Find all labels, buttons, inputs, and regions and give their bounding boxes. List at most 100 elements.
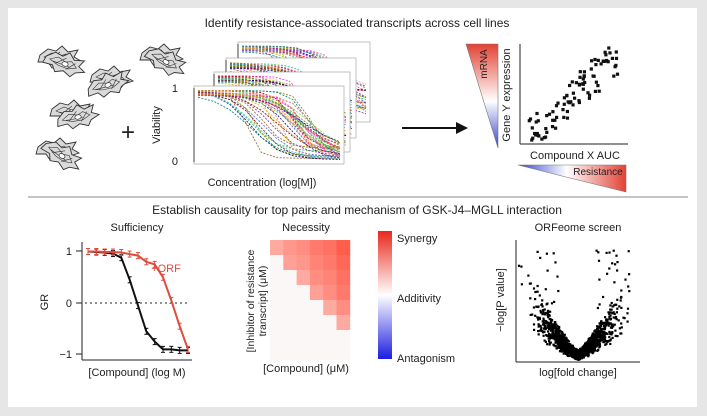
volcano-point <box>595 249 598 252</box>
scatter-point <box>531 136 535 140</box>
scatter-point <box>604 59 608 63</box>
volcano-point <box>566 348 569 351</box>
volcano-point <box>585 341 588 344</box>
volcano-point <box>553 324 556 328</box>
heatmap-cell <box>323 255 337 271</box>
volcano-point <box>552 252 555 255</box>
scatter-point <box>569 100 573 104</box>
heatmap-cell <box>336 330 351 346</box>
scatter-point <box>571 91 575 95</box>
volcano-point <box>610 301 613 305</box>
volcano-point <box>553 321 556 324</box>
heatmap-cell <box>270 315 284 331</box>
volcano-point <box>540 328 543 331</box>
mrna-gradient-triangle <box>465 43 499 149</box>
scatter-point <box>610 56 614 60</box>
volcano-point <box>578 355 581 358</box>
scatter-point <box>577 99 581 103</box>
volcano-point <box>552 337 555 340</box>
volcano-point <box>556 331 559 334</box>
volcano-point <box>558 331 561 334</box>
heatmap-cell <box>323 270 337 286</box>
volcano-point <box>602 333 605 336</box>
volcano-point <box>577 355 580 358</box>
heatmap-cell <box>270 255 284 271</box>
volcano-point <box>599 339 602 342</box>
volcano-point <box>555 347 558 350</box>
volcano-point <box>620 322 623 325</box>
viability-xlabel: Concentration (log[M]) <box>208 177 317 189</box>
volcano-point <box>594 340 597 343</box>
volcano-point <box>537 323 540 326</box>
volcano-point <box>615 254 618 257</box>
volcano-point <box>619 299 622 302</box>
scatter-point <box>581 77 585 81</box>
volcano-point <box>577 353 581 356</box>
volcano-point <box>588 337 591 340</box>
scatter-axes <box>519 44 628 145</box>
heatmap-cell <box>270 300 284 316</box>
volcano-point <box>563 333 566 336</box>
volcano-point <box>562 348 565 351</box>
sufficiency-plot <box>86 248 190 354</box>
volcano-point <box>606 321 610 325</box>
volcano-point <box>550 302 554 305</box>
volcano-point <box>571 345 574 348</box>
volcano-point <box>548 324 551 328</box>
volcano-point <box>553 336 556 339</box>
volcano-point <box>560 342 563 346</box>
scatter-ylabel: Gene Y expression <box>501 48 513 141</box>
heatmap-cell <box>270 270 284 286</box>
volcano-point <box>620 326 623 329</box>
scatter-point <box>599 62 603 66</box>
scatter-point <box>533 131 537 136</box>
volcano-point <box>591 348 595 351</box>
volcano-point <box>598 346 601 349</box>
volcano-point <box>551 328 554 331</box>
scatter-point <box>593 89 597 93</box>
volcano-point <box>520 265 523 268</box>
volcano-point <box>591 340 594 343</box>
volcano-point <box>542 331 545 334</box>
volcano-point <box>539 309 542 312</box>
volcano-point <box>585 351 589 354</box>
volcano-point <box>560 334 563 337</box>
volcano-point <box>598 278 601 281</box>
volcano-point <box>554 345 557 348</box>
volcano-point <box>571 352 575 355</box>
volcano-point <box>597 251 600 254</box>
volcano-point <box>548 343 551 346</box>
volcano-point <box>566 344 569 347</box>
scatter-point <box>535 111 539 116</box>
volcano-point <box>527 274 530 277</box>
volcano-point <box>612 304 616 307</box>
volcano-point <box>546 343 549 346</box>
volcano-point <box>554 334 557 337</box>
volcano-point <box>589 340 592 343</box>
scatter-point <box>614 56 619 60</box>
volcano-point <box>618 327 621 330</box>
volcano-point <box>604 322 607 325</box>
volcano-point <box>594 349 597 352</box>
volcano-point <box>577 350 580 353</box>
scatter-point <box>615 72 620 76</box>
volcano-point <box>547 316 550 319</box>
volcano-point <box>615 318 618 321</box>
volcano-point <box>558 337 562 340</box>
volcano-point <box>609 322 612 325</box>
volcano-point <box>551 331 555 334</box>
viability-curve <box>229 65 352 135</box>
volcano-point <box>600 334 603 337</box>
volcano-point <box>536 290 539 293</box>
volcano-point <box>541 320 544 323</box>
viability-curve <box>241 51 367 85</box>
scatter-point <box>589 67 593 71</box>
volcano-point <box>549 310 552 313</box>
volcano-point <box>610 311 613 314</box>
volcano-point <box>613 323 616 326</box>
viability-ytick-1: 1 <box>172 83 178 95</box>
legend-additivity: Additivity <box>397 293 442 305</box>
volcano-point <box>613 312 616 316</box>
viability-curve <box>197 94 341 149</box>
resistance-label: Resistance <box>573 167 623 178</box>
